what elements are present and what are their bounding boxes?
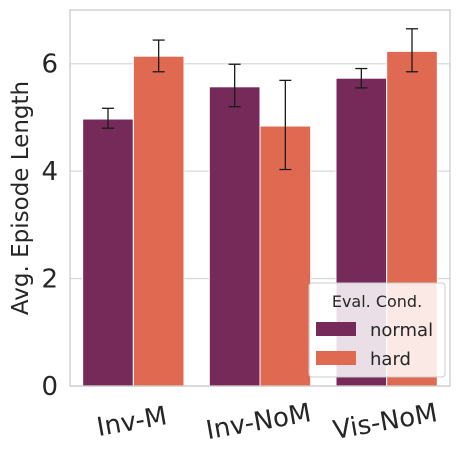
x-tick-label-inv-nom: Inv-NoM xyxy=(204,398,314,446)
y-tick-label-2: 2 xyxy=(41,265,58,295)
bar-normal-inv-nom xyxy=(208,86,261,387)
error-bars xyxy=(102,28,418,171)
legend-swatch-normal xyxy=(316,322,356,336)
y-tick-labels: 0 2 4 6 xyxy=(41,50,58,402)
bar-normal-inv-m xyxy=(82,118,134,387)
x-tick-label-vis-nom: Vis-NoM xyxy=(331,398,440,446)
legend-swatch-hard xyxy=(316,351,356,365)
y-tick-label-0: 0 xyxy=(41,372,58,402)
y-tick-label-6: 6 xyxy=(41,50,58,80)
y-axis-title: Avg. Episode Length xyxy=(8,81,34,315)
bars xyxy=(82,50,438,387)
legend-label-normal: normal xyxy=(370,320,433,341)
x-tick-label-inv-m: Inv-M xyxy=(95,401,170,443)
bar-hard-inv-m xyxy=(132,55,185,387)
legend-label-hard: hard xyxy=(370,349,411,370)
x-tick-labels: Inv-M Inv-NoM Vis-NoM xyxy=(95,398,440,446)
legend: Eval. Cond. normal hard xyxy=(308,282,446,378)
plot-frame xyxy=(69,9,451,387)
y-tick-label-4: 4 xyxy=(41,157,58,187)
legend-title: Eval. Cond. xyxy=(332,292,422,311)
